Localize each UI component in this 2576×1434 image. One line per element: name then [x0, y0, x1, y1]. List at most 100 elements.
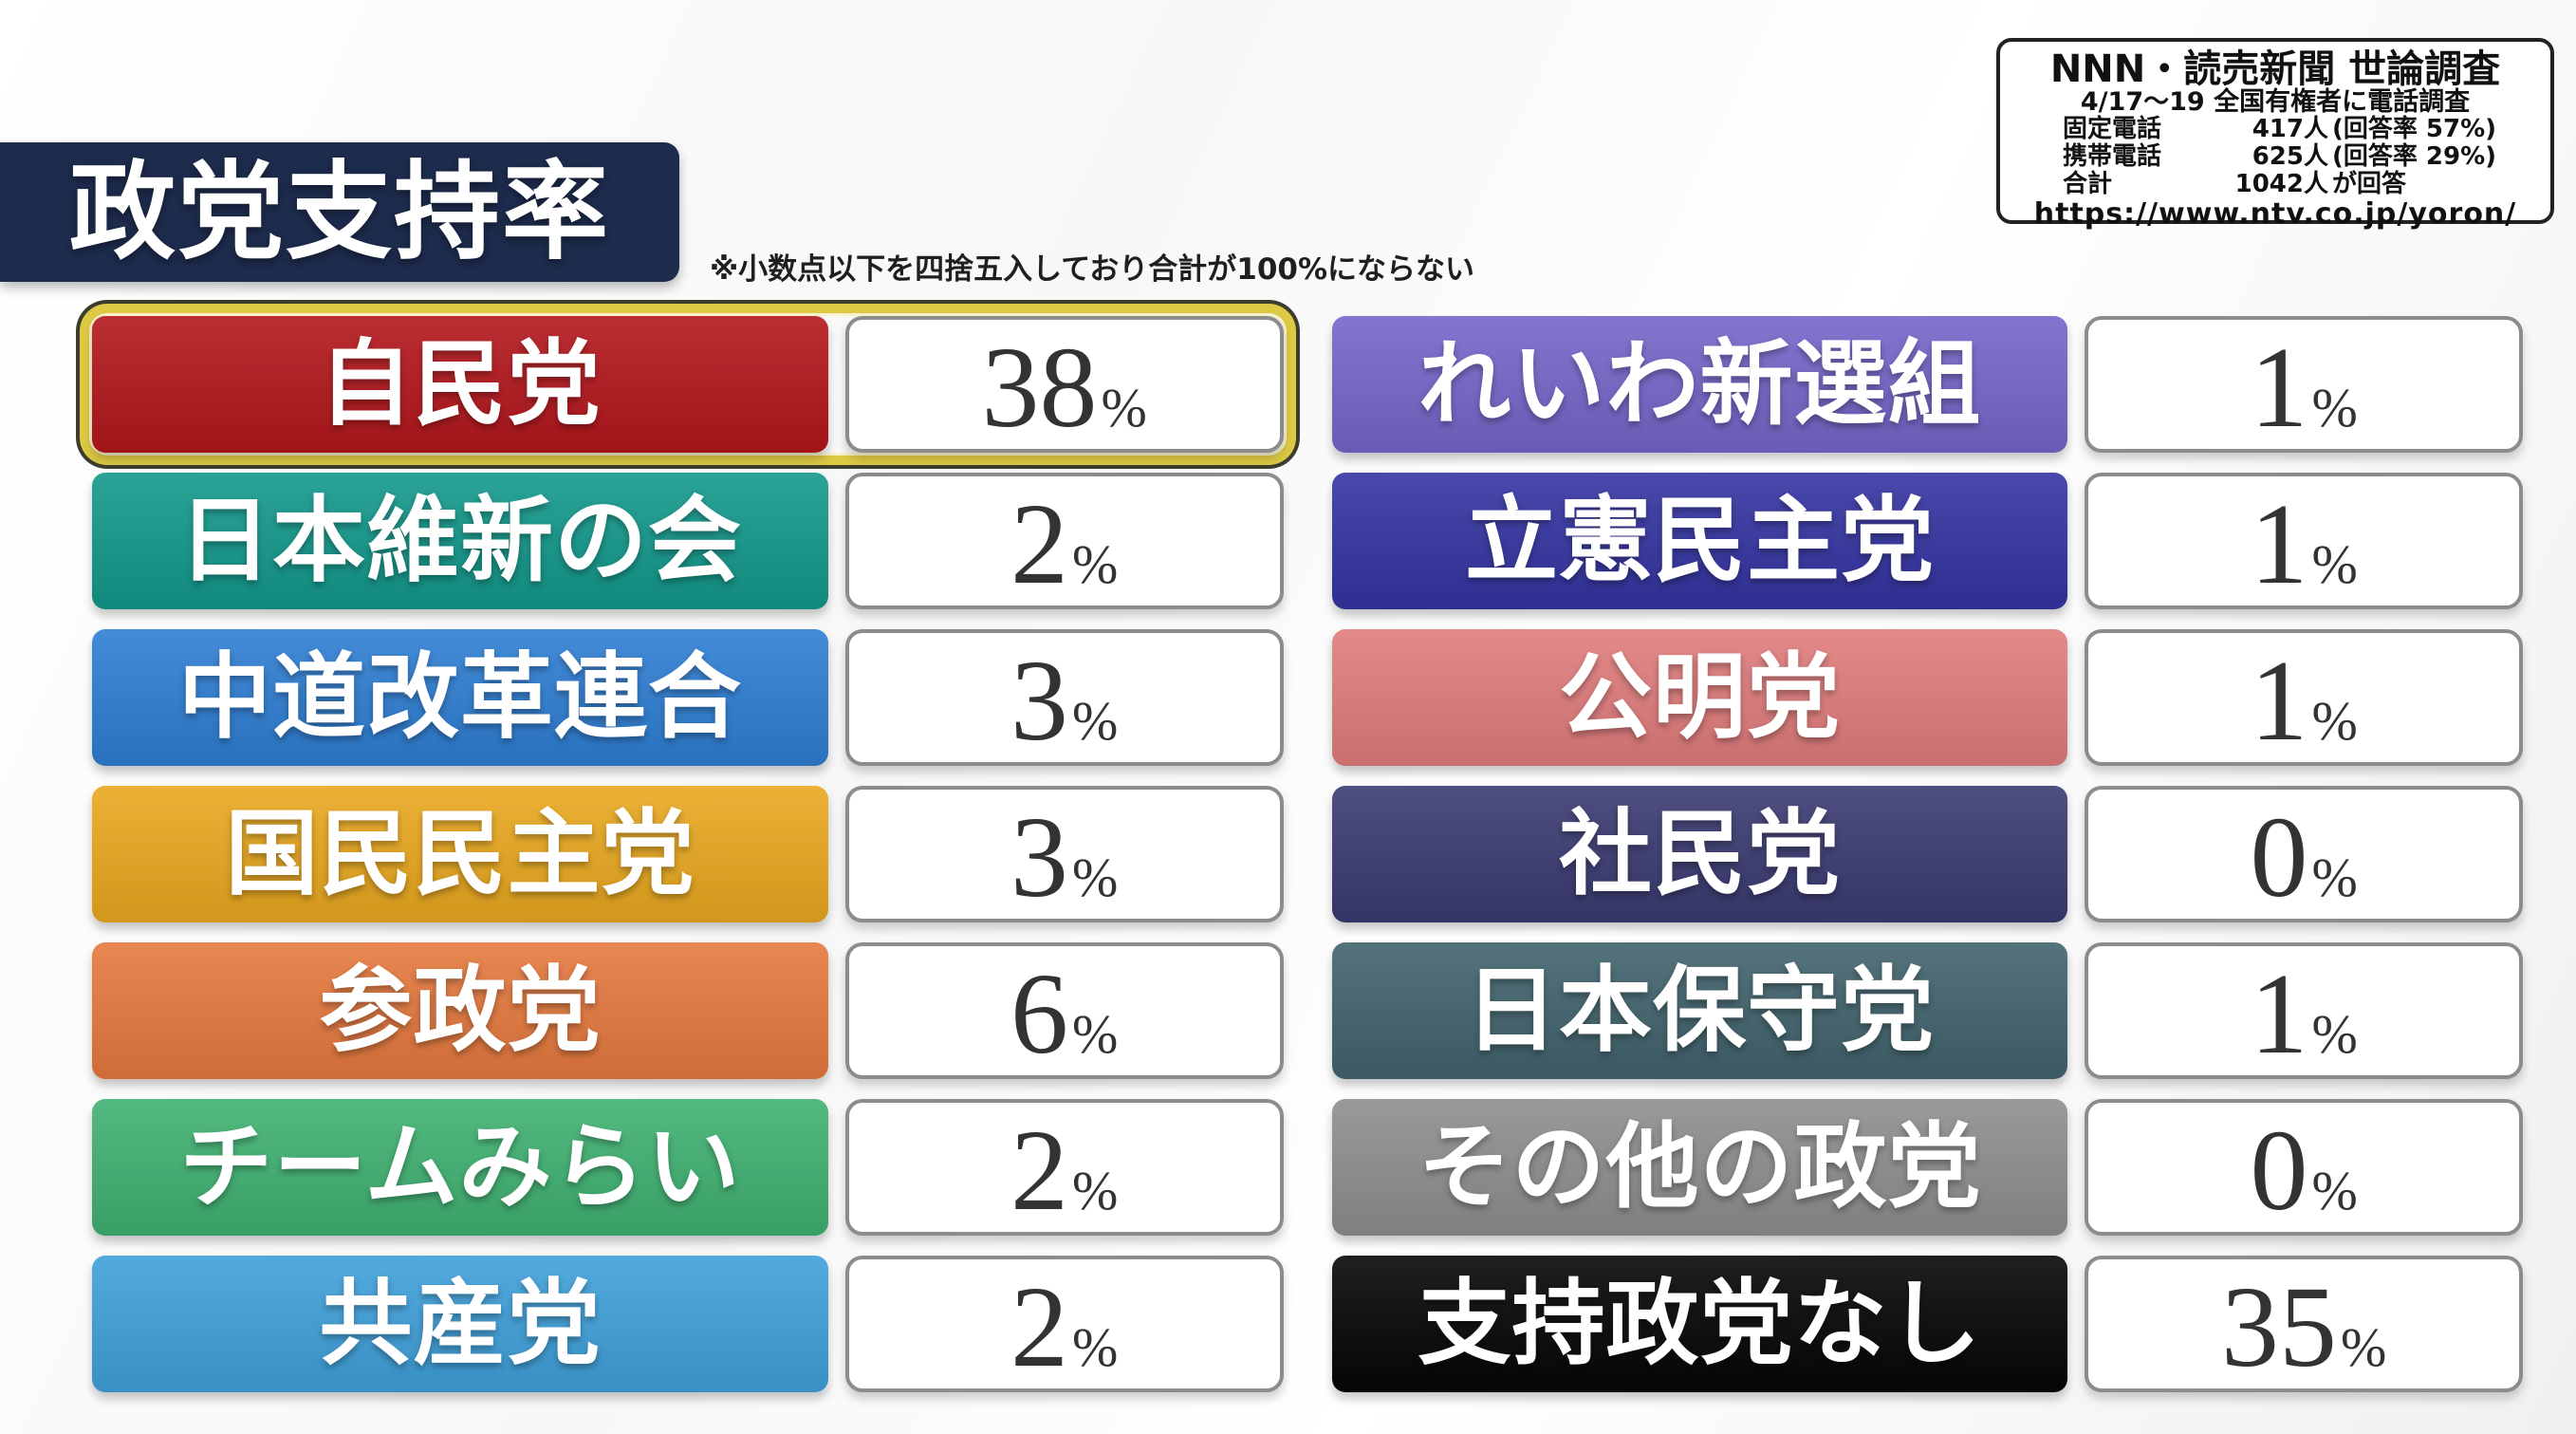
party-row: 日本維新の会 2% — [92, 473, 1284, 609]
party-value: 2 — [1010, 1107, 1069, 1235]
party-name: れいわ新選組 — [1418, 330, 1982, 438]
party-name: 日本保守党 — [1464, 957, 1935, 1065]
party-unit: % — [2311, 533, 2358, 595]
party-name-box: 参政党 — [92, 942, 828, 1079]
party-name-box: 立憲民主党 — [1331, 473, 2068, 609]
party-row: 日本保守党 1% — [1331, 942, 2523, 1079]
party-name: 中道改革連合 — [177, 643, 742, 752]
party-value-box: 2% — [844, 1256, 1284, 1392]
party-row: 参政党 6% — [92, 942, 1284, 1079]
party-unit: % — [1072, 690, 1119, 752]
party-name: 日本維新の会 — [177, 487, 742, 595]
party-name: 参政党 — [319, 957, 602, 1065]
party-value-box: 1% — [2085, 629, 2523, 766]
party-unit: % — [2311, 847, 2358, 908]
party-unit: % — [1101, 377, 1147, 438]
party-row: 公明党 1% — [1331, 629, 2523, 766]
party-name: 立憲民主党 — [1464, 487, 1935, 595]
party-name-box: 自民党 — [92, 316, 828, 453]
party-name: 支持政党なし — [1418, 1270, 1982, 1378]
party-name-box: 日本保守党 — [1331, 942, 2068, 1079]
party-column-right: れいわ新選組 1% 立憲民主党 1% 公明党 1% 社民党 0% 日本保守党 — [1331, 316, 2523, 1392]
party-value: 1 — [2250, 950, 2308, 1078]
party-row: れいわ新選組 1% — [1331, 316, 2523, 453]
party-name-box: 社民党 — [1331, 786, 2068, 922]
party-unit: % — [2311, 1160, 2358, 1221]
party-value: 0 — [2250, 793, 2308, 922]
survey-url: https://www.ntv.co.jp/yoron/ — [2033, 197, 2517, 232]
party-value: 3 — [1010, 793, 1069, 922]
party-unit: % — [2311, 1003, 2358, 1065]
party-row: 支持政党なし 35% — [1331, 1256, 2523, 1392]
party-unit: % — [2311, 690, 2358, 752]
party-name: 国民民主党 — [225, 800, 695, 908]
party-row: 共産党 2% — [92, 1256, 1284, 1392]
party-row: 立憲民主党 1% — [1331, 473, 2523, 609]
survey-row-note: (回答率 29%) — [2332, 141, 2497, 171]
survey-row-label: 携帯電話 — [2063, 141, 2162, 171]
party-value: 2 — [1010, 1263, 1069, 1391]
party-name-box: その他の政党 — [1331, 1099, 2068, 1236]
party-row: チームみらい 2% — [92, 1099, 1284, 1236]
party-name-box: 日本維新の会 — [92, 473, 828, 609]
survey-row-label: 固定電話 — [2063, 115, 2162, 144]
party-name: 共産党 — [319, 1270, 602, 1378]
party-value-box: 2% — [844, 1099, 1284, 1236]
party-name-box: 共産党 — [92, 1256, 828, 1392]
party-unit: % — [1072, 1160, 1119, 1221]
party-value-box: 6% — [844, 942, 1284, 1079]
survey-row: 携帯電話 625人 (回答率 29%) — [2017, 143, 2533, 171]
party-name-box: 公明党 — [1331, 629, 2068, 766]
party-name-box: 中道改革連合 — [92, 629, 828, 766]
party-name: 公明党 — [1558, 643, 1841, 752]
party-value: 1 — [2250, 480, 2308, 608]
party-value: 6 — [1010, 950, 1069, 1078]
party-name: その他の政党 — [1418, 1113, 1982, 1221]
party-name-box: 国民民主党 — [92, 786, 828, 922]
party-name-box: れいわ新選組 — [1331, 316, 2068, 453]
party-value-box: 1% — [2085, 942, 2523, 1079]
party-name-box: 支持政党なし — [1331, 1256, 2068, 1392]
party-value: 0 — [2250, 1107, 2308, 1235]
party-unit: % — [1072, 1003, 1119, 1065]
party-value: 3 — [1010, 637, 1069, 765]
survey-row-label: 合計 — [2063, 169, 2113, 198]
party-unit: % — [2311, 377, 2358, 438]
party-value-box: 0% — [2085, 1099, 2523, 1236]
party-value: 38 — [981, 324, 1098, 452]
party-value-box: 1% — [2085, 316, 2523, 453]
page-title: 政党支持率 — [69, 150, 610, 274]
party-row: 中道改革連合 3% — [92, 629, 1284, 766]
party-unit: % — [1072, 533, 1119, 595]
rounding-note: ※小数点以下を四捨五入しており合計が100%にならない — [710, 252, 1475, 287]
party-value: 1 — [2250, 324, 2308, 452]
party-value-box: 3% — [844, 786, 1284, 922]
survey-row-value: 625人 — [2252, 141, 2328, 171]
party-unit: % — [1072, 847, 1119, 908]
party-value: 35 — [2221, 1263, 2338, 1391]
survey-row: 固定電話 417人 (回答率 57%) — [2017, 116, 2533, 143]
party-column-left: 自民党 38% 日本維新の会 2% 中道改革連合 3% 国民民主党 3% 参政党 — [92, 316, 1284, 1392]
party-name-box: チームみらい — [92, 1099, 828, 1236]
party-value-box: 38% — [844, 316, 1284, 453]
survey-source: NNN・読売新聞 世論調査 — [2049, 47, 2501, 91]
party-grid: 自民党 38% 日本維新の会 2% 中道改革連合 3% 国民民主党 3% 参政党 — [92, 316, 2523, 1392]
party-row: その他の政党 0% — [1331, 1099, 2523, 1236]
survey-method: 4/17〜19 全国有権者に電話調査 — [2080, 87, 2471, 117]
party-value-box: 0% — [2085, 786, 2523, 922]
survey-row: 合計 1042人 が回答 — [2017, 169, 2533, 198]
party-name: チームみらい — [179, 1113, 741, 1221]
party-value-box: 35% — [2085, 1256, 2523, 1392]
survey-info-box: NNN・読売新聞 世論調査 4/17〜19 全国有権者に電話調査 固定電話 41… — [1996, 38, 2554, 231]
party-name: 社民党 — [1558, 800, 1841, 908]
party-value: 1 — [2250, 637, 2308, 765]
party-row: 自民党 38% — [92, 316, 1284, 453]
party-row: 社民党 0% — [1331, 786, 2523, 922]
page-title-box: 政党支持率 — [0, 142, 679, 282]
party-value-box: 2% — [844, 473, 1284, 609]
survey-row-value: 417人 — [2252, 115, 2328, 144]
survey-row-note: (回答率 57%) — [2332, 115, 2497, 144]
party-unit: % — [2341, 1316, 2387, 1378]
party-value: 2 — [1010, 480, 1069, 608]
